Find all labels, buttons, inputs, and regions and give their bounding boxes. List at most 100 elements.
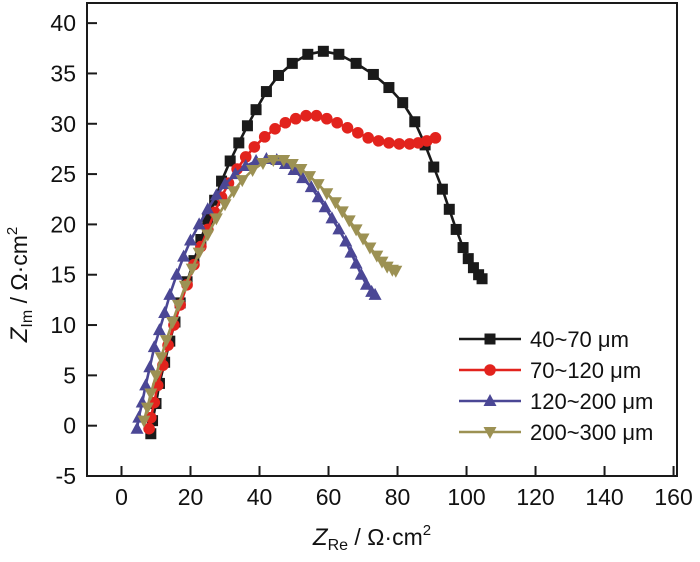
triangle-up-marker-icon	[163, 287, 177, 300]
triangle-down-marker-icon	[227, 186, 241, 199]
series-40-70-m	[145, 45, 488, 440]
square-marker-icon	[457, 242, 469, 254]
y-axis: -5 0 5 10 15 20 25 30 35 40	[50, 10, 97, 489]
triangle-up-marker-icon	[304, 180, 318, 193]
triangle-down-marker-icon	[171, 299, 185, 312]
circle-marker-icon	[239, 151, 252, 163]
x-tick-label: 40	[247, 484, 273, 510]
circle-marker-icon	[143, 422, 155, 435]
triangle-up-marker-icon	[344, 245, 358, 258]
x-tick-label: 160	[654, 484, 692, 510]
circle-marker-icon	[279, 116, 292, 129]
square-marker-icon	[350, 57, 362, 69]
x-tick-label: 120	[516, 484, 554, 510]
square-marker-icon	[367, 68, 379, 80]
triangle-down-marker-icon	[356, 233, 370, 246]
series-200-300-m	[137, 154, 403, 428]
x-tick-label: 60	[316, 484, 342, 510]
triangle-up-marker-icon	[170, 267, 184, 280]
y-tick-label: 10	[50, 312, 76, 338]
circle-marker-icon	[145, 411, 157, 424]
triangle-up-marker-icon	[177, 249, 191, 262]
square-marker-icon	[409, 116, 421, 128]
circle-marker-icon	[300, 109, 312, 122]
circle-marker-icon	[372, 135, 385, 147]
triangle-down-marker-icon	[363, 242, 377, 255]
circle-marker-icon	[289, 112, 302, 125]
triangle-up-marker-icon	[296, 171, 310, 184]
triangle-down-marker-icon	[235, 175, 249, 188]
triangle-up-marker-icon	[354, 267, 368, 280]
x-tick-label: 0	[115, 484, 128, 510]
square-marker-icon	[467, 262, 479, 274]
y-tick-label: 25	[50, 161, 76, 187]
triangle-up-marker-icon	[201, 202, 215, 215]
plot-frame	[86, 2, 678, 477]
triangle-up-marker-icon	[483, 394, 497, 406]
circle-marker-icon	[269, 122, 281, 135]
triangle-down-marker-icon	[185, 263, 199, 276]
square-marker-icon	[241, 120, 253, 132]
triangle-up-marker-icon	[143, 360, 157, 373]
x-tick-label: 20	[178, 484, 204, 510]
triangle-down-marker-icon	[335, 206, 349, 219]
square-marker-icon	[272, 69, 284, 81]
triangle-up-marker-icon	[349, 256, 363, 269]
triangle-down-marker-icon	[266, 154, 280, 167]
square-marker-icon	[484, 333, 496, 345]
circle-marker-icon	[258, 131, 271, 143]
triangle-up-marker-icon	[318, 200, 332, 213]
legend-label: 120~200 μm	[530, 389, 653, 414]
triangle-down-marker-icon	[178, 280, 192, 293]
triangle-down-marker-icon	[380, 261, 394, 274]
y-tick-label: 0	[63, 413, 76, 439]
square-marker-icon	[302, 48, 314, 60]
square-marker-icon	[202, 213, 214, 225]
x-axis-title-text: ZRe / Ω·cm2	[312, 522, 431, 554]
y-tick-label: 5	[63, 362, 76, 388]
square-marker-icon	[333, 48, 345, 60]
triangle-down-marker-icon	[389, 265, 403, 278]
triangle-down-marker-icon	[303, 171, 317, 184]
triangle-up-marker-icon	[332, 222, 346, 235]
square-marker-icon	[436, 183, 448, 195]
x-axis-title: ZRe / Ω·cm2	[312, 522, 431, 554]
square-marker-icon	[224, 155, 236, 167]
circle-marker-icon	[393, 138, 406, 150]
circle-marker-icon	[484, 364, 496, 376]
triangle-down-marker-icon	[140, 402, 154, 415]
series-120-200-m	[130, 151, 382, 434]
square-marker-icon	[260, 86, 272, 98]
triangle-down-marker-icon	[256, 158, 270, 171]
circle-marker-icon	[383, 137, 395, 149]
circle-marker-icon	[352, 127, 364, 139]
y-tick-label: 30	[50, 111, 76, 137]
circle-marker-icon	[362, 132, 374, 144]
y-tick-label: -5	[56, 463, 76, 489]
square-marker-icon	[397, 97, 409, 109]
x-tick-label: 80	[385, 484, 411, 510]
legend-label: 70~120 μm	[530, 358, 641, 383]
y-tick-label: 35	[50, 60, 76, 86]
triangle-up-marker-icon	[147, 340, 161, 353]
square-marker-icon	[428, 161, 440, 173]
triangle-up-marker-icon	[152, 323, 166, 336]
square-marker-icon	[250, 104, 262, 116]
triangle-up-marker-icon	[130, 421, 144, 434]
triangle-up-marker-icon	[192, 217, 206, 230]
y-tick-label: 20	[50, 211, 76, 237]
x-tick-label: 140	[585, 484, 623, 510]
triangle-down-marker-icon	[328, 197, 342, 210]
square-marker-icon	[450, 223, 462, 235]
square-marker-icon	[383, 82, 395, 94]
triangle-down-marker-icon	[137, 415, 151, 428]
y-axis-title: ZIm / Ω·cm2	[4, 227, 36, 343]
y-axis-title-text: ZIm / Ω·cm2	[4, 227, 36, 343]
legend-label: 200~300 μm	[530, 420, 653, 445]
circle-marker-icon	[341, 121, 354, 134]
triangle-down-marker-icon	[311, 179, 325, 192]
triangle-down-marker-icon	[154, 352, 168, 365]
square-marker-icon	[443, 203, 455, 215]
triangle-down-marker-icon	[277, 154, 291, 167]
